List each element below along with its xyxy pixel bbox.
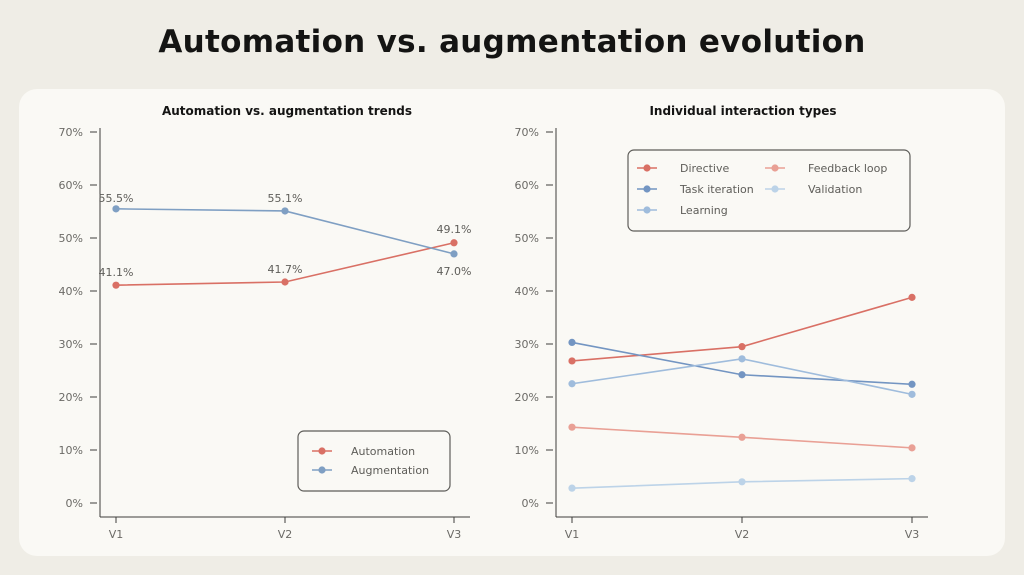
- legend-swatch-marker: [318, 447, 326, 455]
- legend-label: Automation: [351, 445, 415, 458]
- legend-label: Directive: [680, 162, 730, 175]
- y-tick-label: 0%: [66, 497, 83, 510]
- legend-swatch-marker: [318, 466, 326, 474]
- data-point: [738, 433, 746, 441]
- y-tick-label: 10%: [515, 444, 539, 457]
- data-point: [450, 239, 458, 247]
- y-tick-label: 50%: [515, 232, 539, 245]
- x-tick-label: V3: [905, 528, 920, 541]
- legend-label: Augmentation: [351, 464, 429, 477]
- data-point: [281, 207, 289, 215]
- data-point: [908, 475, 916, 483]
- data-point: [738, 343, 746, 351]
- data-point: [738, 355, 746, 363]
- y-tick-label: 0%: [522, 497, 539, 510]
- data-point: [568, 380, 576, 388]
- legend-swatch-marker: [643, 185, 651, 193]
- y-tick-label: 30%: [59, 338, 83, 351]
- legend-swatch-marker: [643, 206, 651, 214]
- data-point: [112, 205, 120, 213]
- legend-swatch-marker: [771, 164, 779, 172]
- x-tick-label: V1: [565, 528, 580, 541]
- data-label: 47.0%: [437, 265, 472, 278]
- data-point: [281, 278, 289, 286]
- legend-swatch-marker: [643, 164, 651, 172]
- data-label: 49.1%: [437, 223, 472, 236]
- y-tick-label: 20%: [59, 391, 83, 404]
- data-label: 55.5%: [99, 192, 134, 205]
- data-point: [112, 281, 120, 289]
- y-tick-label: 30%: [515, 338, 539, 351]
- data-point: [450, 250, 458, 258]
- legend-label: Feedback loop: [808, 162, 887, 175]
- y-tick-label: 40%: [515, 285, 539, 298]
- data-point: [568, 357, 576, 365]
- y-tick-label: 20%: [515, 391, 539, 404]
- data-point: [568, 423, 576, 431]
- legend-label: Learning: [680, 204, 728, 217]
- data-label: 41.1%: [99, 266, 134, 279]
- y-tick-label: 50%: [59, 232, 83, 245]
- x-tick-label: V2: [735, 528, 750, 541]
- y-tick-label: 70%: [59, 126, 83, 139]
- x-tick-label: V1: [109, 528, 124, 541]
- data-label: 55.1%: [268, 192, 303, 205]
- y-tick-label: 60%: [59, 179, 83, 192]
- x-tick-label: V2: [278, 528, 293, 541]
- legend-label: Task iteration: [679, 183, 754, 196]
- legend-swatch-marker: [771, 185, 779, 193]
- page-title: Automation vs. augmentation evolution: [158, 24, 866, 60]
- data-label: 41.7%: [268, 263, 303, 276]
- data-point: [568, 338, 576, 347]
- data-point: [908, 444, 916, 452]
- y-tick-label: 40%: [59, 285, 83, 298]
- data-point: [568, 484, 576, 492]
- series-line-augmentation: [115, 208, 455, 255]
- legend-label: Validation: [808, 183, 862, 196]
- y-tick-label: 70%: [515, 126, 539, 139]
- chart-title: Automation vs. augmentation trends: [162, 104, 412, 118]
- data-point: [738, 371, 746, 379]
- data-point: [738, 478, 746, 486]
- legend-box: [297, 430, 451, 492]
- chart-title: Individual interaction types: [649, 104, 836, 118]
- data-point: [908, 390, 916, 398]
- y-tick-label: 60%: [515, 179, 539, 192]
- y-tick-label: 10%: [59, 444, 83, 457]
- data-point: [908, 380, 916, 388]
- x-tick-label: V3: [447, 528, 462, 541]
- data-point: [908, 293, 916, 301]
- legend-box: [627, 149, 911, 232]
